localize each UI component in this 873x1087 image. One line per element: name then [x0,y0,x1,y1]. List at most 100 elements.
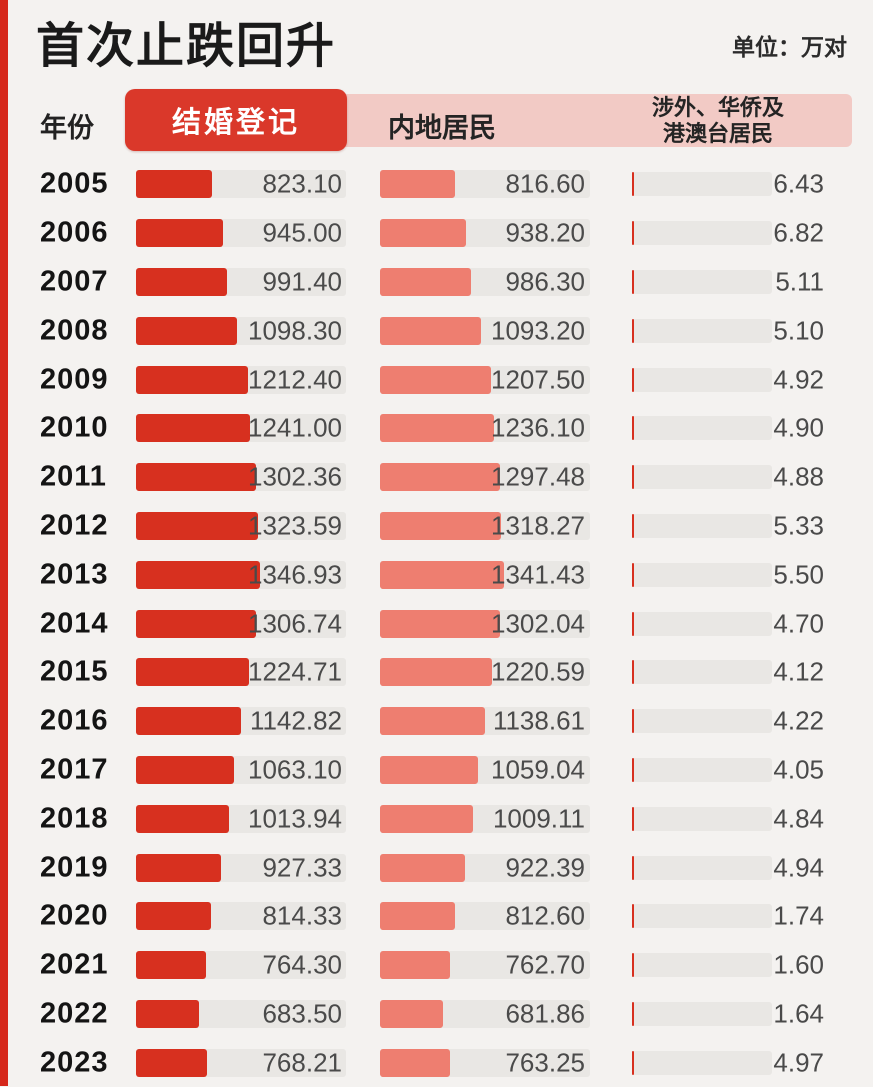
value-label: 1302.36 [248,461,342,492]
bar-mainland [380,414,494,443]
bar-marriage [136,707,242,736]
bar-track [136,853,346,882]
table-row: 2009 1212.40 1207.50 4.92 [0,355,873,404]
value-label: 768.21 [262,1047,342,1078]
value-label: 5.50 [773,559,824,590]
bar-mainland [380,902,455,931]
bar-foreign-hmt [632,318,634,343]
year-label: 2023 [40,1046,109,1079]
bar-track [380,658,590,687]
value-label: 927.33 [262,852,342,883]
table-row: 2021 764.30 762.70 1.60 [0,941,873,990]
table-row: 2019 927.33 922.39 4.94 [0,843,873,892]
bar-foreign-hmt [632,904,634,929]
table-row: 2022 683.50 681.86 1.64 [0,990,873,1039]
year-label: 2010 [40,411,109,444]
bar-mainland [380,804,473,833]
table-row: 2017 1063.10 1059.04 4.05 [0,746,873,795]
bar-track [380,951,590,980]
bar-mainland [380,170,456,199]
bar-track [380,170,590,199]
bar-marriage [136,414,251,443]
bar-track [136,1048,346,1077]
bar-track [632,660,772,685]
bar-track [136,414,346,443]
bar-marriage [136,853,222,882]
bar-foreign-hmt [632,465,634,490]
bar-foreign-hmt [632,269,634,294]
data-rows: 2005 823.10 816.60 6.43 2006 945.00 938.20 6.82… [0,160,873,1087]
year-label: 2011 [40,460,107,493]
bar-track [136,316,346,345]
bar-track [136,609,346,638]
bar-track [380,853,590,882]
bar-marriage [136,511,258,540]
bar-foreign-hmt [632,855,634,880]
value-label: 6.82 [773,217,824,248]
bar-mainland [380,511,502,540]
table-row: 2010 1241.00 1236.10 4.90 [0,404,873,453]
bar-track [632,855,772,880]
column-header-year: 年份 [40,113,94,143]
value-label: 986.30 [505,266,585,297]
column-header-foreign-hmt-line1: 涉外、华侨及 [651,95,784,120]
value-label: 1212.40 [248,364,342,395]
bar-track [136,560,346,589]
value-label: 4.05 [773,754,824,785]
value-label: 4.90 [773,412,824,443]
value-label: 812.60 [505,900,585,931]
value-label: 1009.11 [492,803,585,834]
value-label: 4.92 [773,364,824,395]
bar-track [632,953,772,978]
bar-track [380,414,590,443]
bar-track [632,318,772,343]
bar-mainland [380,1048,451,1077]
bar-foreign-hmt [632,513,634,538]
value-label: 1297.48 [491,461,585,492]
value-label: 1.64 [773,998,824,1029]
column-header-foreign-hmt: 涉外、华侨及 港澳台居民 [612,95,824,147]
table-row: 2014 1306.74 1302.04 4.70 [0,599,873,648]
value-label: 1224.71 [248,656,342,687]
bar-mainland [380,609,500,638]
page-title: 首次止跌回升 [36,20,337,73]
value-label: 4.97 [773,1047,824,1078]
year-label: 2005 [40,167,109,200]
bar-marriage [136,755,234,784]
bar-foreign-hmt [632,172,634,197]
bar-mainland [380,267,471,296]
bar-track [632,172,772,197]
bar-foreign-hmt [632,953,634,978]
bar-track [632,562,772,587]
bar-track [380,267,590,296]
value-label: 681.86 [505,998,585,1029]
bar-marriage [136,267,228,296]
value-label: 1207.50 [491,364,585,395]
value-label: 762.70 [505,949,585,980]
bar-track [632,221,772,246]
value-label: 1059.04 [491,754,585,785]
bar-track [136,755,346,784]
value-label: 1323.59 [248,510,342,541]
value-label: 1093.20 [491,315,585,346]
value-label: 816.60 [505,168,585,199]
bar-mainland [380,463,500,492]
column-header-foreign-hmt-line2: 港澳台居民 [662,121,773,146]
bar-track [136,267,346,296]
bar-marriage [136,316,238,345]
bar-track [136,999,346,1028]
value-label: 823.10 [262,168,342,199]
value-label: 1138.61 [492,705,585,736]
bar-track [136,365,346,394]
bar-track [632,1050,772,1075]
value-label: 1236.10 [491,412,585,443]
bar-foreign-hmt [632,611,634,636]
year-label: 2007 [40,265,109,298]
value-label: 814.33 [262,900,342,931]
table-row: 2006 945.00 938.20 6.82 [0,209,873,258]
bar-mainland [380,316,481,345]
bar-marriage [136,219,224,248]
bar-mainland [380,853,465,882]
bar-track [632,1001,772,1026]
